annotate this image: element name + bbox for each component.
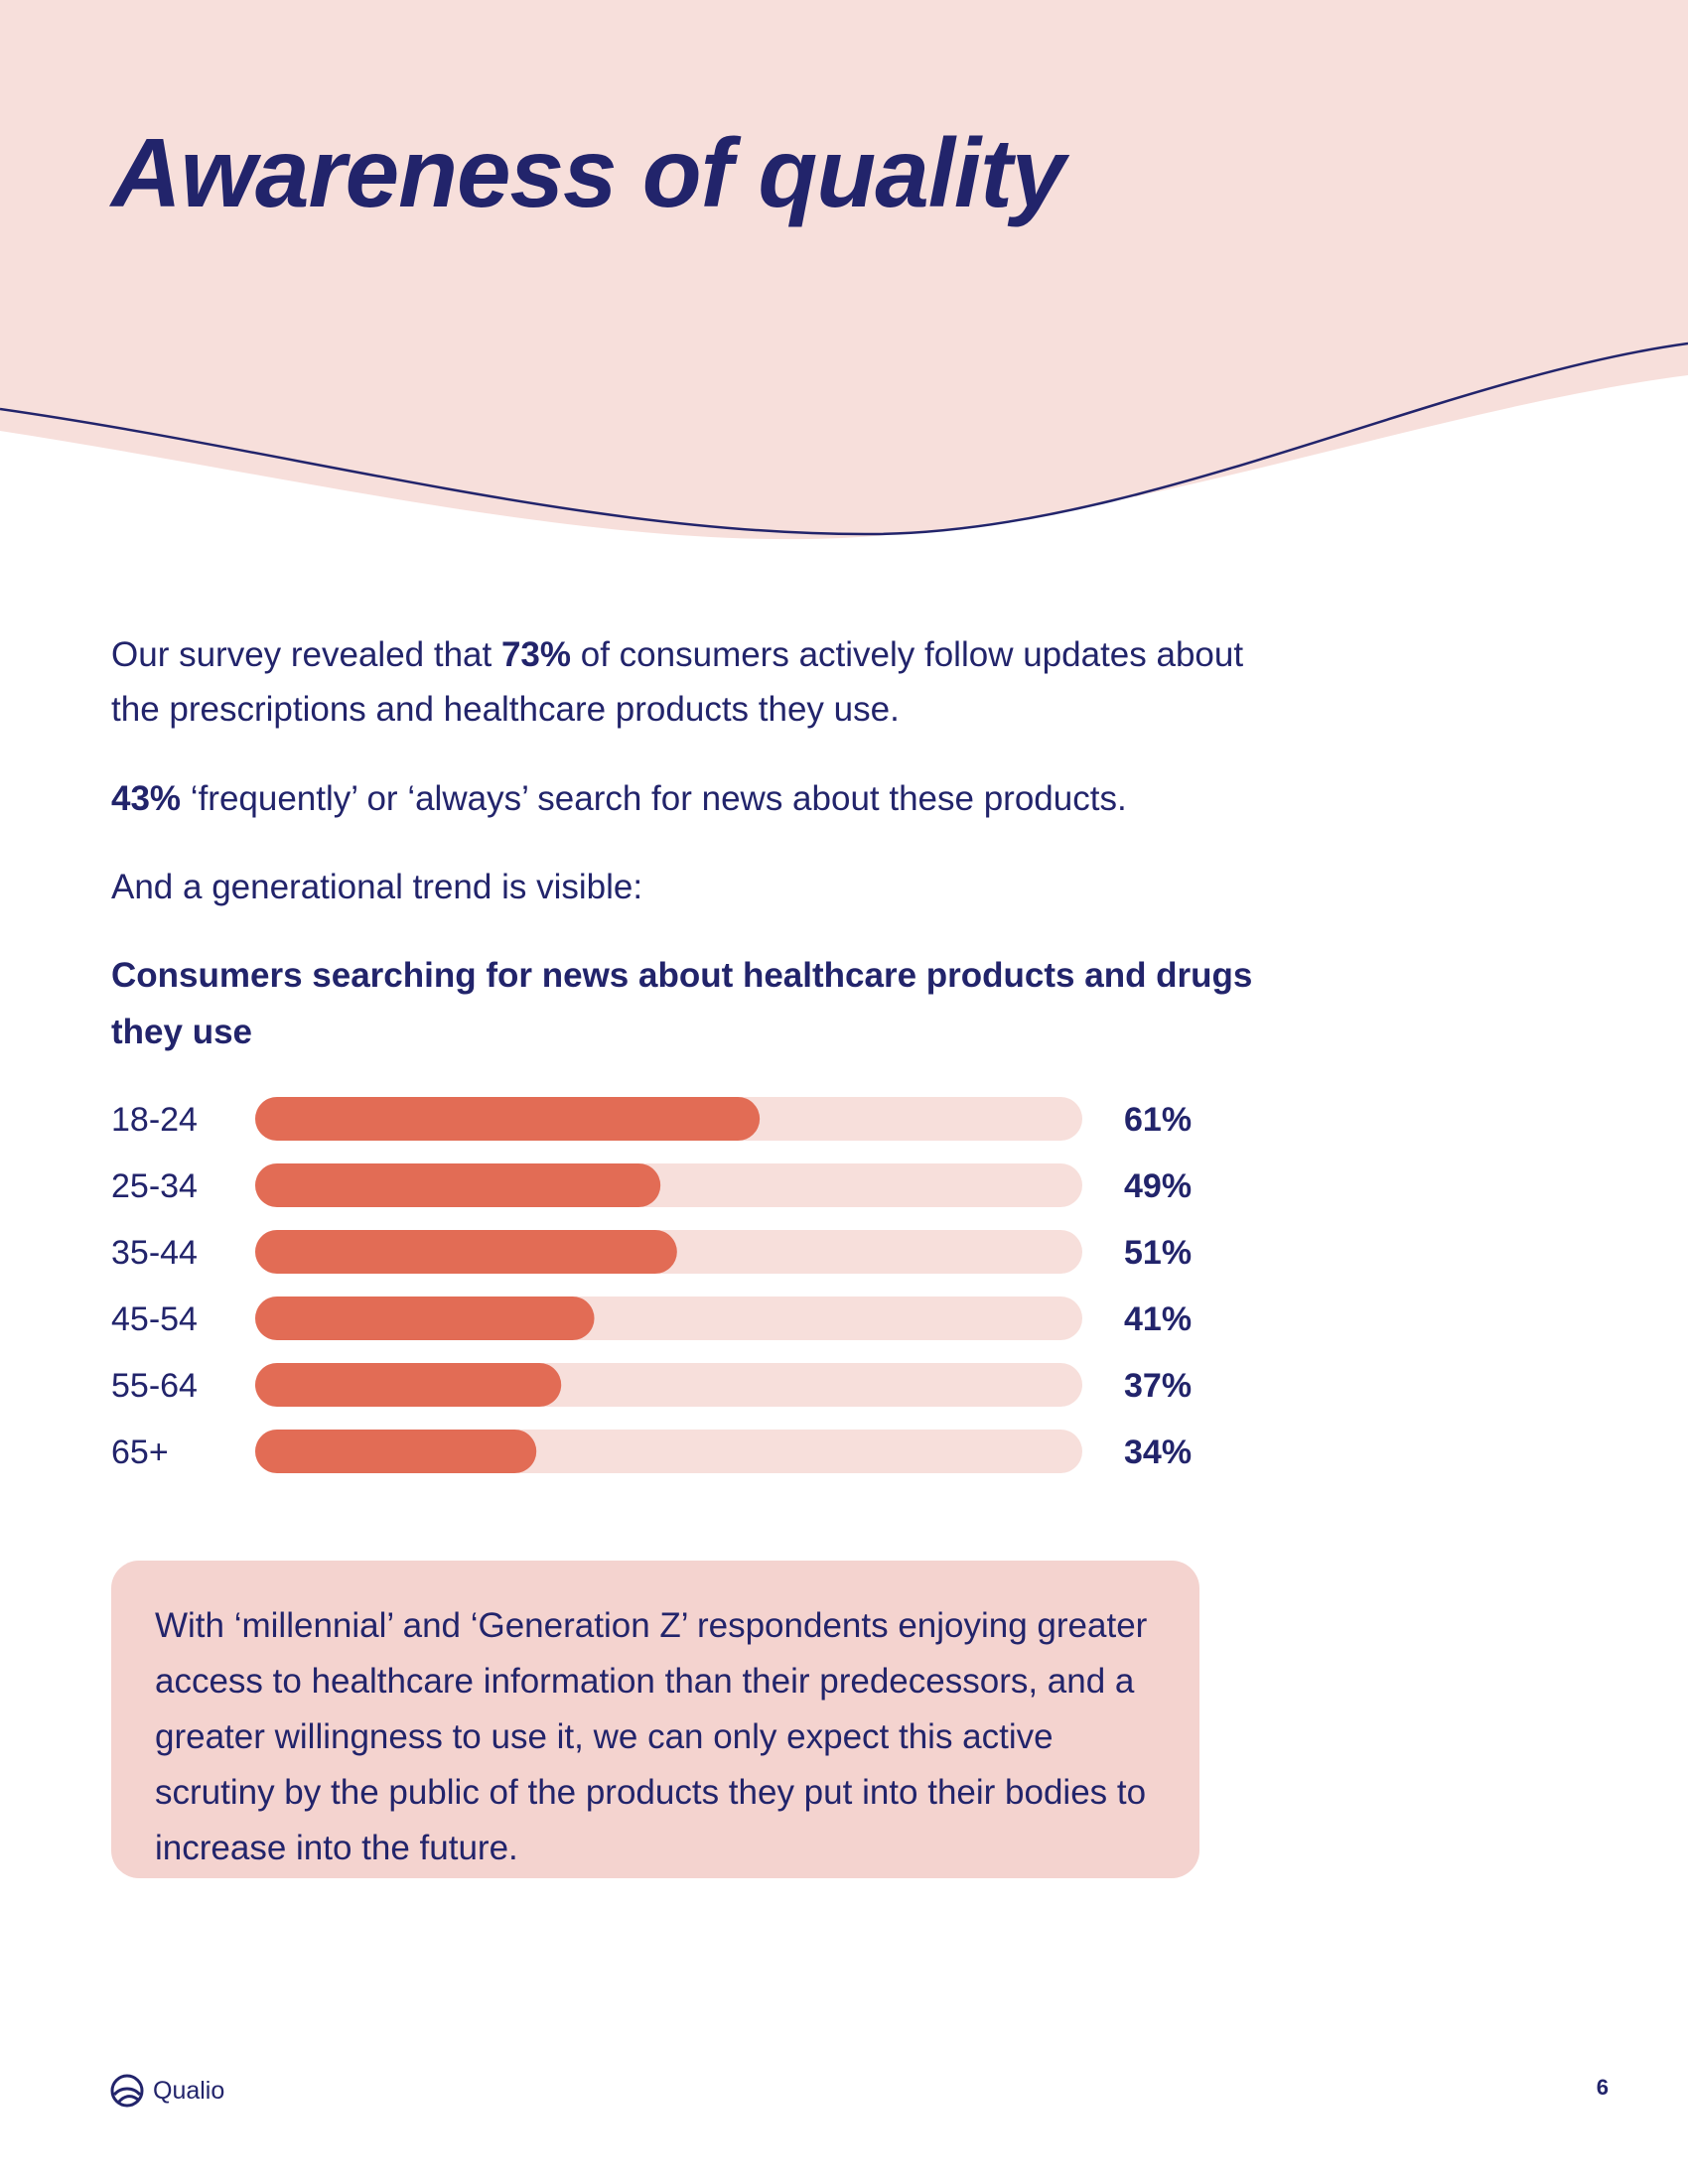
bar-row: 55-64 37%: [111, 1363, 1192, 1407]
intro-paragraph: Our survey revealed that 73% of consumer…: [111, 627, 1253, 737]
value-label: 41%: [1124, 1300, 1192, 1338]
intro-highlight-stat: 73%: [500, 635, 572, 674]
category-label: 35-44: [111, 1234, 198, 1272]
search-frequency-paragraph: 43% ‘frequently’ or ‘always’ search for …: [111, 771, 1253, 826]
bar-row: 45-54 41%: [111, 1297, 1192, 1340]
age-group-bar-chart: 18-24 61% 25-34 49% 35-44 51% 45-54 41% 55-64 37%…: [111, 1097, 1192, 1473]
category-label: 55-64: [111, 1367, 198, 1405]
bar-fill: [255, 1363, 562, 1407]
category-label: 65+: [111, 1433, 169, 1471]
value-label: 34%: [1124, 1433, 1192, 1471]
intro-text-start: Our survey revealed that: [111, 635, 501, 674]
header-pink-fill: [0, 0, 1688, 540]
qualio-logo: Qualio: [109, 2073, 224, 2109]
category-label: 45-54: [111, 1300, 198, 1338]
value-label: 61%: [1124, 1101, 1192, 1139]
page-title: Awareness of quality: [111, 118, 1065, 227]
bar-row: 65+ 34%: [111, 1430, 1192, 1473]
bar-row: 25-34 49%: [111, 1163, 1192, 1207]
category-label: 25-34: [111, 1167, 198, 1205]
header-wave-line: [0, 341, 1688, 536]
value-label: 51%: [1124, 1234, 1192, 1272]
value-label: 37%: [1124, 1367, 1192, 1405]
qualio-logo-icon: [110, 2074, 144, 2108]
header-wave-background: [0, 0, 1688, 540]
trend-paragraph: And a generational trend is visible:: [111, 868, 643, 906]
search-highlight-stat: 43%: [111, 779, 182, 818]
page-number: 6: [1596, 2075, 1609, 2100]
bar-fill: [255, 1297, 595, 1340]
bar-fill: [255, 1097, 761, 1141]
category-label: 18-24: [111, 1101, 198, 1139]
generation-callout-box: With ‘millennial’ and ‘Generation Z’ res…: [111, 1561, 1199, 1878]
brand-name: Qualio: [153, 2076, 225, 2105]
callout-text: With ‘millennial’ and ‘Generation Z’ res…: [155, 1606, 1148, 1867]
bar-fill: [255, 1163, 661, 1207]
chart-title: Consumers searching for news about healt…: [111, 956, 1253, 1051]
bar-row: 18-24 61%: [111, 1097, 1192, 1141]
bar-fill: [255, 1230, 677, 1274]
search-frequency-text: ‘frequently’ or ‘always’ search for news…: [181, 779, 1127, 818]
intro-text-end: of consumers actively follow updates abo…: [111, 635, 1244, 729]
bar-fill: [255, 1430, 537, 1473]
value-label: 49%: [1124, 1167, 1192, 1205]
bar-row: 35-44 51%: [111, 1230, 1192, 1274]
